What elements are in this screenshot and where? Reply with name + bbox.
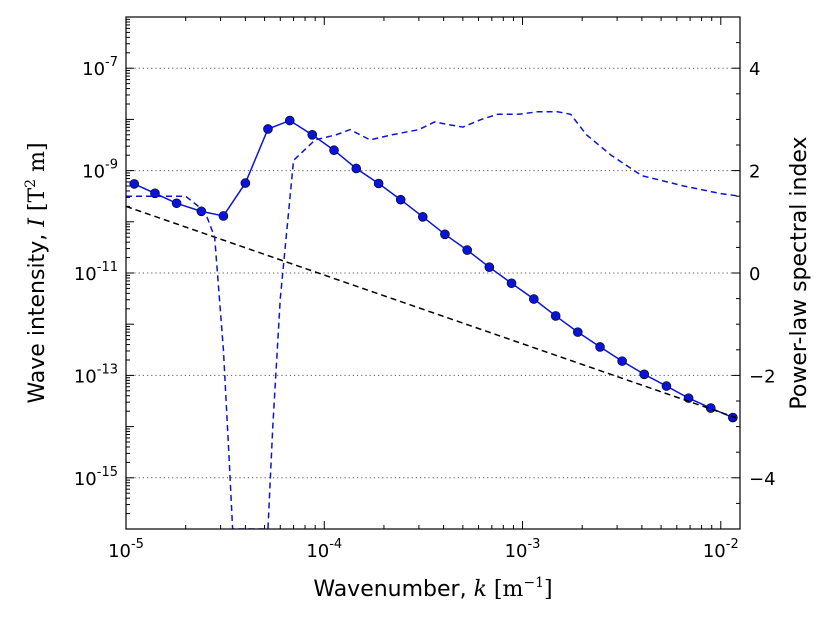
gridlines (126, 67, 740, 479)
x-tick-label: 10-2 (703, 537, 739, 562)
wave-intensity-marker (263, 124, 273, 134)
wave-intensity-marker (728, 412, 738, 423)
power-law-fit-line (126, 205, 740, 420)
wave-intensity-marker (595, 342, 605, 352)
wave-intensity-marker (417, 212, 428, 222)
y-right-tick-label: −2 (749, 366, 776, 387)
y-right-tick-label: 4 (749, 59, 760, 80)
wave-intensity-marker (171, 198, 182, 209)
wave-intensity-marker (307, 130, 318, 140)
wave-intensity-marker (440, 229, 450, 240)
y-left-axis-label: Wave intensity, I [T2 m] (23, 142, 50, 403)
y-left-tick-label: 10-9 (82, 158, 118, 183)
wave-intensity-marker (240, 178, 251, 188)
wave-intensity-line (133, 119, 734, 419)
wave-intensity-marker (484, 262, 495, 272)
x-tick-label: 10-4 (306, 537, 342, 562)
wave-intensity-marker (329, 145, 339, 156)
wave-intensity-marker (550, 311, 561, 321)
y-right-tick-label: 2 (749, 162, 760, 183)
y-left-tick-label: 10-13 (74, 362, 118, 387)
axis-ticks: 10-5 10-4 10-3 10-2 10-7 10-9 10-11 10-13 10-15 4… (74, 16, 776, 562)
wave-intensity-marker (395, 194, 406, 205)
wave-intensity-marker (129, 179, 140, 189)
wave-intensity-marker (506, 278, 517, 289)
y-left-tick-label: 10-7 (82, 55, 118, 80)
x-axis-label: Wavenumber, k [m−1] (313, 575, 552, 602)
wave-intensity-marker (529, 294, 539, 304)
y-right-tick-label: −4 (749, 469, 776, 490)
y-left-tick-label: 10-11 (74, 260, 118, 285)
y-right-axis-label: Power-law spectral index (787, 136, 812, 409)
y-right-tick-label: 0 (749, 264, 760, 285)
wave-intensity-marker (572, 327, 583, 337)
wave-intensity-marker (661, 381, 672, 391)
x-tick-label: 10-3 (505, 537, 541, 562)
x-tick-label: 10-5 (108, 537, 144, 562)
wave-intensity-marker (639, 369, 650, 380)
y-left-tick-label: 10-15 (74, 465, 118, 490)
wave-intensity-marker (351, 163, 362, 174)
wave-intensity-marker (373, 178, 384, 189)
plot-series (126, 110, 740, 529)
wave-intensity-marker (462, 245, 473, 255)
wave-intensity-marker (284, 115, 295, 126)
spectral-index-line (126, 110, 740, 529)
wave-intensity-marker (196, 206, 207, 217)
wave-intensity-marker (218, 211, 229, 221)
wave-intensity-marker (617, 356, 627, 366)
